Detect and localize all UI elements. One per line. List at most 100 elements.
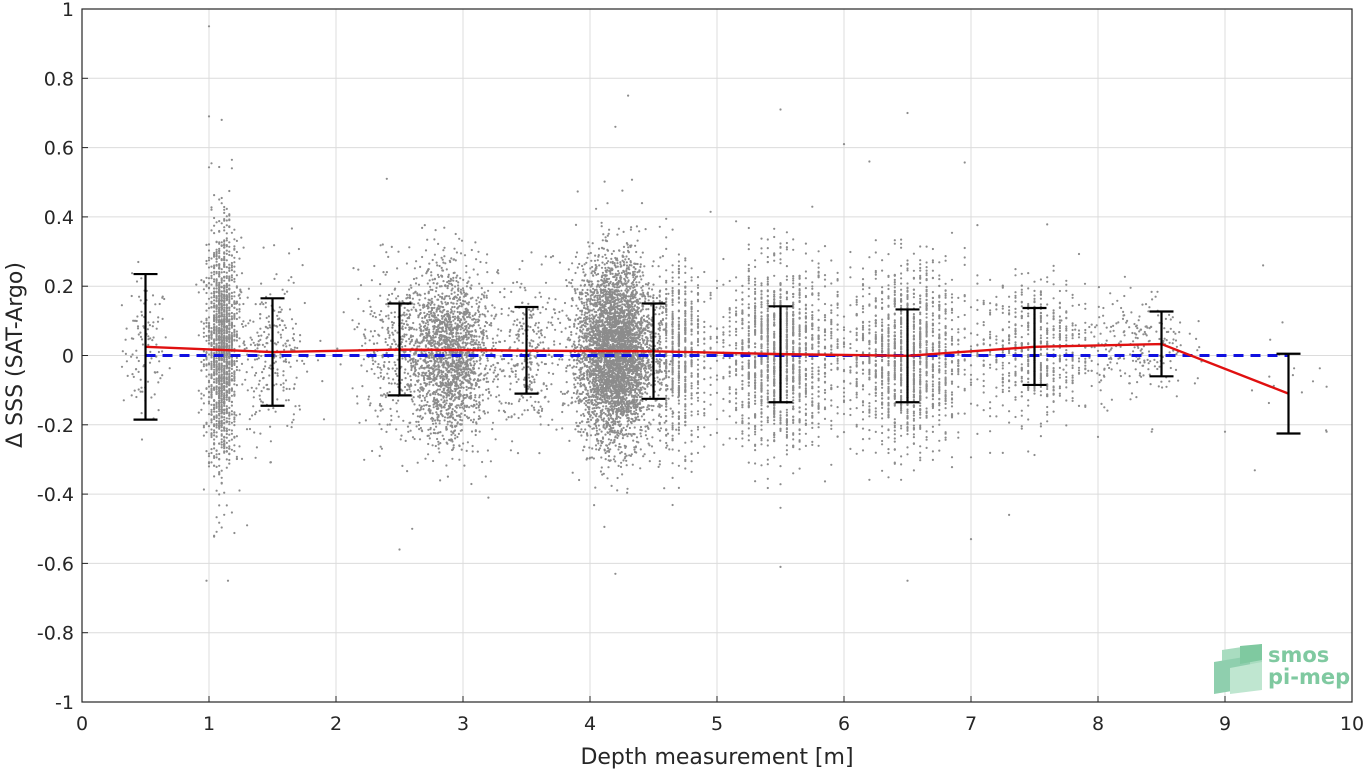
scatter-point — [132, 319, 135, 322]
scatter-point — [202, 331, 205, 334]
scatter-point — [492, 371, 495, 374]
scatter-point — [244, 378, 247, 381]
scatter-point — [220, 401, 223, 404]
scatter-point — [502, 369, 505, 372]
scatter-point — [435, 411, 438, 414]
scatter-point — [215, 357, 218, 360]
scatter-point — [235, 335, 238, 339]
scatter-point — [213, 294, 216, 297]
scatter-point — [461, 299, 465, 302]
scatter-point — [139, 378, 142, 381]
scatter-point — [339, 363, 342, 366]
scatter-point — [443, 416, 447, 419]
scatter-point — [404, 326, 407, 329]
scatter-point — [432, 400, 435, 403]
scatter-point — [359, 284, 363, 287]
scatter-point — [266, 388, 269, 391]
scatter-point — [385, 430, 388, 433]
scatter-point — [233, 265, 236, 268]
scatter-point — [648, 421, 651, 424]
scatter-point — [218, 275, 221, 278]
scatter-point — [218, 310, 221, 313]
scatter-point — [288, 361, 291, 364]
scatter-point — [248, 427, 252, 431]
scatter-point — [422, 336, 425, 339]
scatter-point — [220, 393, 223, 396]
scatter-point — [371, 315, 375, 318]
scatter-point — [220, 320, 223, 323]
scatter-point — [371, 359, 374, 362]
scatter-point — [233, 314, 236, 317]
scatter-point — [220, 357, 223, 360]
scatter-point — [463, 405, 466, 408]
scatter-point — [435, 390, 438, 394]
scatter-point — [233, 411, 236, 414]
scatter-point — [510, 370, 513, 373]
scatter-point — [547, 423, 550, 427]
scatter-point — [449, 311, 452, 314]
scatter-point — [207, 286, 211, 289]
scatter-point — [213, 299, 216, 302]
scatter-point — [445, 399, 448, 402]
scatter-point — [380, 428, 383, 431]
scatter-point — [364, 419, 367, 422]
scatter-point — [441, 302, 444, 305]
scatter-point — [410, 338, 414, 341]
scatter-point — [220, 313, 223, 316]
scatter-point — [442, 280, 445, 283]
scatter-point — [269, 461, 272, 464]
scatter-point — [228, 341, 231, 344]
scatter-point — [207, 461, 211, 464]
scatter-point — [395, 428, 398, 431]
scatter-point — [434, 342, 437, 345]
scatter-point — [247, 287, 250, 290]
scatter-point — [446, 284, 449, 288]
scatter-point — [377, 333, 380, 336]
scatter-point — [517, 378, 520, 381]
scatter-point — [210, 374, 213, 377]
scatter-point — [439, 305, 442, 308]
scatter-point — [225, 427, 228, 430]
scatter-point — [256, 344, 260, 347]
scatter-point — [210, 408, 213, 411]
scatter-point — [245, 371, 248, 374]
scatter-point — [412, 412, 415, 415]
scatter-point — [482, 378, 485, 381]
scatter-point — [265, 316, 268, 319]
scatter-point — [469, 392, 472, 395]
scatter-point — [258, 379, 261, 382]
scatter-point — [213, 314, 216, 317]
scatter-point — [374, 360, 377, 363]
scatter-point — [223, 379, 226, 382]
scatter-point — [230, 231, 233, 234]
scatter-point — [215, 316, 218, 319]
scatter-point — [537, 326, 540, 329]
scatter-point — [486, 357, 489, 360]
scatter-point — [406, 372, 410, 375]
scatter-point — [405, 262, 408, 265]
scatter-point — [432, 392, 435, 395]
scatter-point — [321, 380, 324, 383]
scatter-point — [223, 297, 226, 300]
scatter-point — [367, 395, 371, 398]
scatter-point — [228, 453, 231, 456]
scatter-point — [577, 322, 580, 325]
scatter-point — [450, 257, 453, 260]
scatter-point — [230, 342, 233, 345]
scatter-point — [458, 395, 461, 398]
scatter-point — [223, 240, 226, 243]
scatter-point — [489, 460, 492, 463]
scatter-point — [230, 413, 233, 416]
scatter-point — [215, 241, 218, 244]
scatter-point — [213, 407, 216, 410]
scatter-point — [230, 326, 233, 329]
scatter-point — [494, 438, 497, 441]
scatter-point — [475, 406, 478, 410]
scatter-point — [290, 227, 293, 230]
scatter-point — [298, 404, 301, 407]
scatter-point — [230, 429, 233, 432]
scatter-point — [230, 254, 233, 257]
scatter-point — [215, 335, 218, 338]
scatter-point — [225, 396, 228, 399]
scatter-point — [426, 374, 429, 378]
